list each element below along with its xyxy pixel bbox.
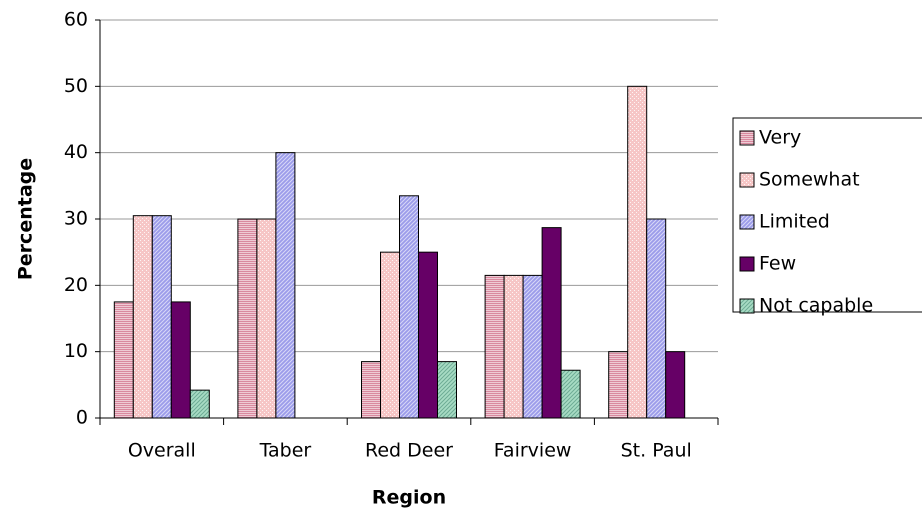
bar <box>560 369 581 419</box>
legend-box <box>732 117 922 313</box>
bar <box>665 351 686 419</box>
y-tick-label: 10 <box>64 340 88 362</box>
bar <box>399 195 419 419</box>
bar <box>113 301 134 419</box>
bar <box>380 251 400 419</box>
bar <box>484 274 505 419</box>
x-axis-label: Region <box>372 487 446 509</box>
bar <box>237 218 258 419</box>
x-tick-label: Overall <box>128 440 196 462</box>
y-tick-label: 30 <box>64 208 88 230</box>
bar <box>256 218 277 419</box>
x-tick-label: Red Deer <box>365 440 453 462</box>
bar <box>608 351 629 419</box>
x-tick-label: St. Paul <box>621 440 692 462</box>
bar <box>170 301 191 419</box>
bar <box>151 215 172 419</box>
bar <box>361 361 381 419</box>
legend-label: Few <box>759 253 796 275</box>
y-tick-label: 60 <box>64 9 88 31</box>
x-tick-label: Taber <box>259 440 312 462</box>
legend-swatch <box>739 214 755 230</box>
legend-swatch <box>739 130 755 146</box>
y-tick-label: 40 <box>64 141 88 163</box>
bar <box>522 274 543 419</box>
bar <box>503 274 524 419</box>
bar <box>132 215 153 419</box>
y-axis-label: Percentage <box>15 158 37 280</box>
bar <box>437 361 457 419</box>
legend-label: Somewhat <box>759 169 860 191</box>
bar <box>418 251 438 419</box>
y-tick-label: 0 <box>76 407 88 429</box>
legend-label: Limited <box>759 211 830 233</box>
bar <box>627 85 648 419</box>
legend-swatch <box>739 256 755 272</box>
bar <box>646 218 667 419</box>
x-tick-label: Fairview <box>494 440 572 462</box>
legend-label: Very <box>759 127 801 149</box>
legend-label: Not capable <box>759 295 873 317</box>
bar <box>541 227 562 419</box>
bar <box>275 152 296 419</box>
legend-swatch <box>739 172 755 188</box>
y-tick-label: 20 <box>64 274 88 296</box>
legend-swatch <box>739 298 755 314</box>
bar <box>189 389 210 419</box>
y-tick-label: 50 <box>64 75 88 97</box>
